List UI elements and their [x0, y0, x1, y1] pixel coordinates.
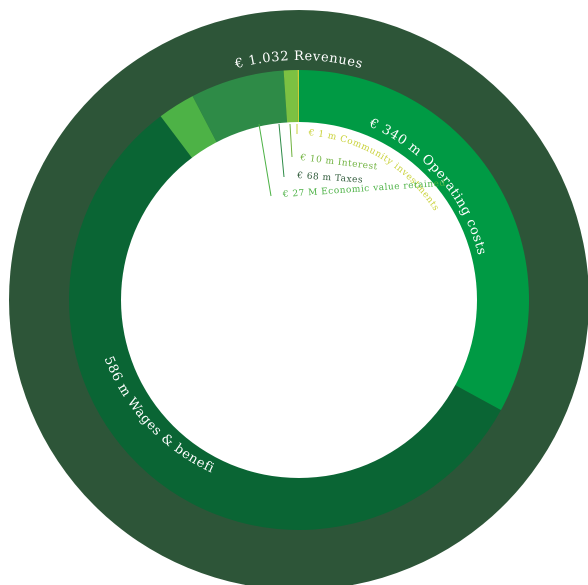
center-hole — [121, 122, 477, 478]
taxes-label: € 68 m Taxes — [296, 171, 364, 186]
leader-line-interest — [289, 123, 293, 158]
leader-line-retained — [258, 123, 272, 197]
leader-line-taxes — [278, 123, 285, 178]
leader-lines — [258, 123, 298, 197]
